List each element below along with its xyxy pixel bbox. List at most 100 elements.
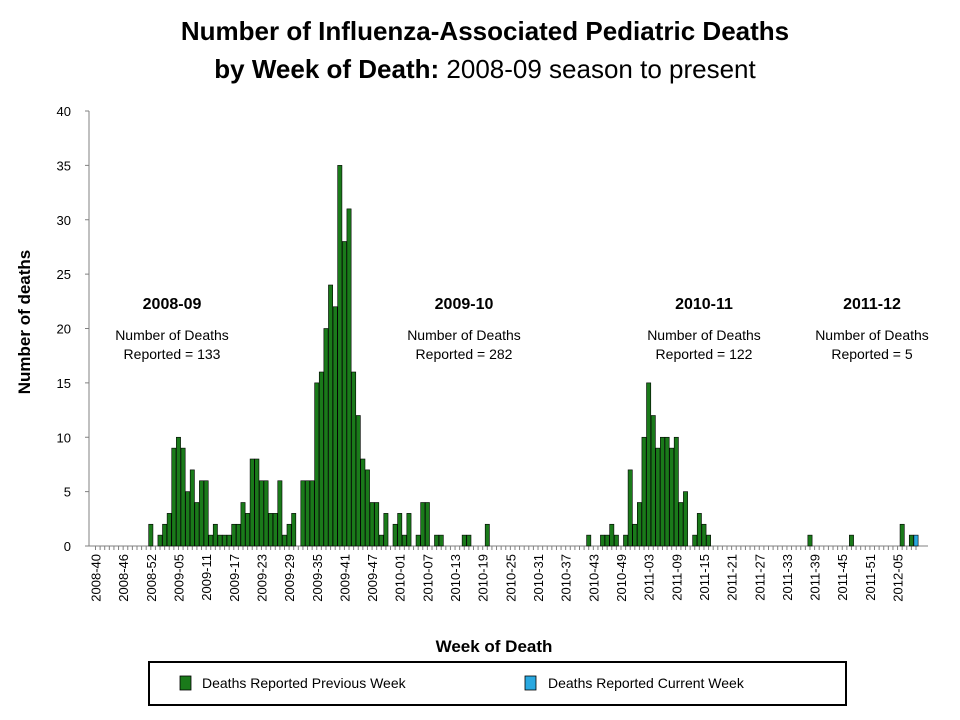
x-tick-label: 2009-47 [365, 554, 380, 602]
chart-title-line2: by Week of Death: 2008-09 season to pres… [214, 54, 756, 84]
y-axis-label: Number of deaths [15, 250, 34, 395]
x-tick-label: 2011-45 [835, 554, 850, 601]
annotation-line2-2008-09: Reported = 133 [124, 346, 221, 362]
bar-previous-week [226, 534, 232, 547]
bar-previous-week [613, 534, 619, 547]
chart-title-line1: Number of Influenza-Associated Pediatric… [181, 16, 789, 46]
x-tick-label: 2008-46 [116, 554, 131, 602]
y-tick-label: 0 [64, 539, 71, 554]
bar-previous-week [323, 328, 329, 547]
bar-previous-week [604, 534, 610, 547]
annotation-2009-10: 2009-10 Number of Deaths Reported = 282 [407, 296, 521, 362]
annotation-line1-2010-11: Number of Deaths [647, 327, 761, 343]
bar-previous-week [328, 284, 334, 547]
bar-previous-week [305, 480, 310, 547]
x-tick-label: 2009-17 [227, 554, 242, 602]
bar-previous-week [701, 523, 707, 547]
x-tick-label: 2010-01 [393, 554, 408, 602]
bar-previous-week [438, 534, 444, 547]
bar-previous-week [807, 534, 813, 547]
bar-previous-week [678, 502, 684, 547]
bar-previous-week [623, 534, 629, 547]
bar-previous-week [194, 502, 200, 547]
x-tick-label: 2011-51 [863, 554, 878, 601]
legend-box [148, 661, 847, 706]
bar-previous-week [212, 523, 218, 547]
bar-previous-week [424, 502, 430, 547]
annotation-line1-2009-10: Number of Deaths [407, 327, 521, 343]
bar-previous-week [263, 480, 269, 547]
bar-previous-week [157, 534, 163, 547]
x-tick-label: 2011-03 [642, 554, 657, 601]
bar-previous-week [365, 469, 370, 547]
bar-previous-week [383, 513, 389, 547]
season-label-2008-09: 2008-09 [143, 296, 202, 313]
bar-previous-week [466, 534, 472, 547]
y-tick-label: 15 [57, 376, 71, 391]
y-tick-label: 35 [57, 158, 71, 173]
bar-previous-week [291, 513, 297, 547]
x-tick-label: 2010-19 [476, 554, 491, 602]
bar-previous-week [351, 371, 357, 547]
annotation-2011-12: 2011-12 Number of Deaths Reported = 5 [815, 296, 929, 362]
bar-previous-week [240, 502, 246, 547]
legend-swatch-previous-week [179, 675, 192, 691]
bar-previous-week [162, 523, 168, 547]
bars [148, 165, 919, 547]
y-tick-label: 10 [57, 430, 71, 445]
bar-previous-week [461, 534, 467, 547]
bar-previous-week [341, 241, 347, 547]
bar-previous-week [683, 491, 688, 547]
bar-previous-week [332, 306, 338, 547]
season-label-2010-11: 2010-11 [675, 296, 733, 313]
bar-previous-week [650, 415, 656, 547]
bar-previous-week [249, 458, 255, 547]
x-tick-label: 2011-33 [780, 554, 795, 601]
bar-previous-week [646, 382, 652, 547]
annotation-2010-11: 2010-11 Number of Deaths Reported = 122 [647, 296, 761, 362]
bar-previous-week [222, 534, 227, 547]
x-tick-label: 2008-52 [144, 554, 159, 602]
x-tick-label: 2010-49 [614, 554, 629, 602]
bar-previous-week [189, 469, 195, 547]
bar-previous-week [203, 480, 209, 547]
bar-previous-week [318, 371, 324, 547]
bar-previous-week [300, 480, 306, 547]
y-tick-label: 20 [57, 322, 71, 337]
legend-swatch-current-week [524, 675, 537, 691]
bar-previous-week [637, 502, 642, 547]
x-tick-label: 2010-25 [503, 554, 518, 602]
chart-title-line2-bold: by Week of Death: [214, 54, 439, 84]
y-tick-label: 40 [57, 104, 71, 119]
bar-previous-week [254, 458, 260, 547]
bar-previous-week [171, 447, 177, 547]
chart-title-line2-rest: 2008-09 season to present [439, 54, 756, 84]
x-tick-label: 2010-37 [559, 554, 574, 602]
bar-previous-week [231, 523, 237, 547]
bar-previous-week [641, 436, 647, 547]
bar-previous-week [692, 534, 698, 547]
annotation-line2-2010-11: Reported = 122 [656, 346, 753, 362]
bar-previous-week [309, 480, 315, 547]
bar-previous-week [286, 523, 292, 547]
bar-current-week [913, 534, 919, 547]
bar-previous-week [360, 458, 366, 547]
x-tick-label: 2009-23 [254, 554, 269, 602]
x-tick-label: 2010-43 [586, 554, 601, 602]
bar-previous-week [415, 534, 421, 547]
bar-previous-week [673, 436, 679, 547]
bar-previous-week [176, 436, 181, 547]
y-tick-label: 25 [57, 267, 71, 282]
bar-previous-week [208, 534, 214, 547]
x-tick-label: 2009-41 [337, 554, 352, 602]
bar-previous-week [355, 415, 361, 547]
bar-previous-week [586, 534, 592, 547]
bar-previous-week [272, 513, 278, 547]
bar-previous-week [401, 534, 407, 547]
x-tick-label: 2008-40 [89, 554, 104, 602]
x-tick-label: 2010-07 [420, 554, 435, 602]
annotation-line1-2008-09: Number of Deaths [115, 327, 229, 343]
x-tick-label: 2009-11 [199, 554, 214, 601]
bar-previous-week [245, 513, 251, 547]
